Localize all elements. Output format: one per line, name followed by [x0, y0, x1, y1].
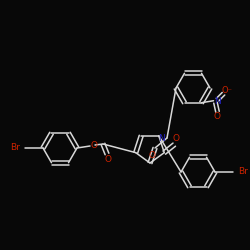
Text: Br: Br — [10, 144, 20, 152]
Text: Br: Br — [238, 168, 248, 176]
Text: N: N — [214, 97, 221, 106]
Text: O: O — [148, 152, 156, 160]
Text: O: O — [173, 134, 180, 143]
Text: O: O — [104, 156, 112, 164]
Text: O: O — [213, 112, 220, 121]
Text: O⁻: O⁻ — [222, 86, 233, 95]
Text: N: N — [158, 134, 165, 143]
Text: O: O — [90, 140, 98, 149]
